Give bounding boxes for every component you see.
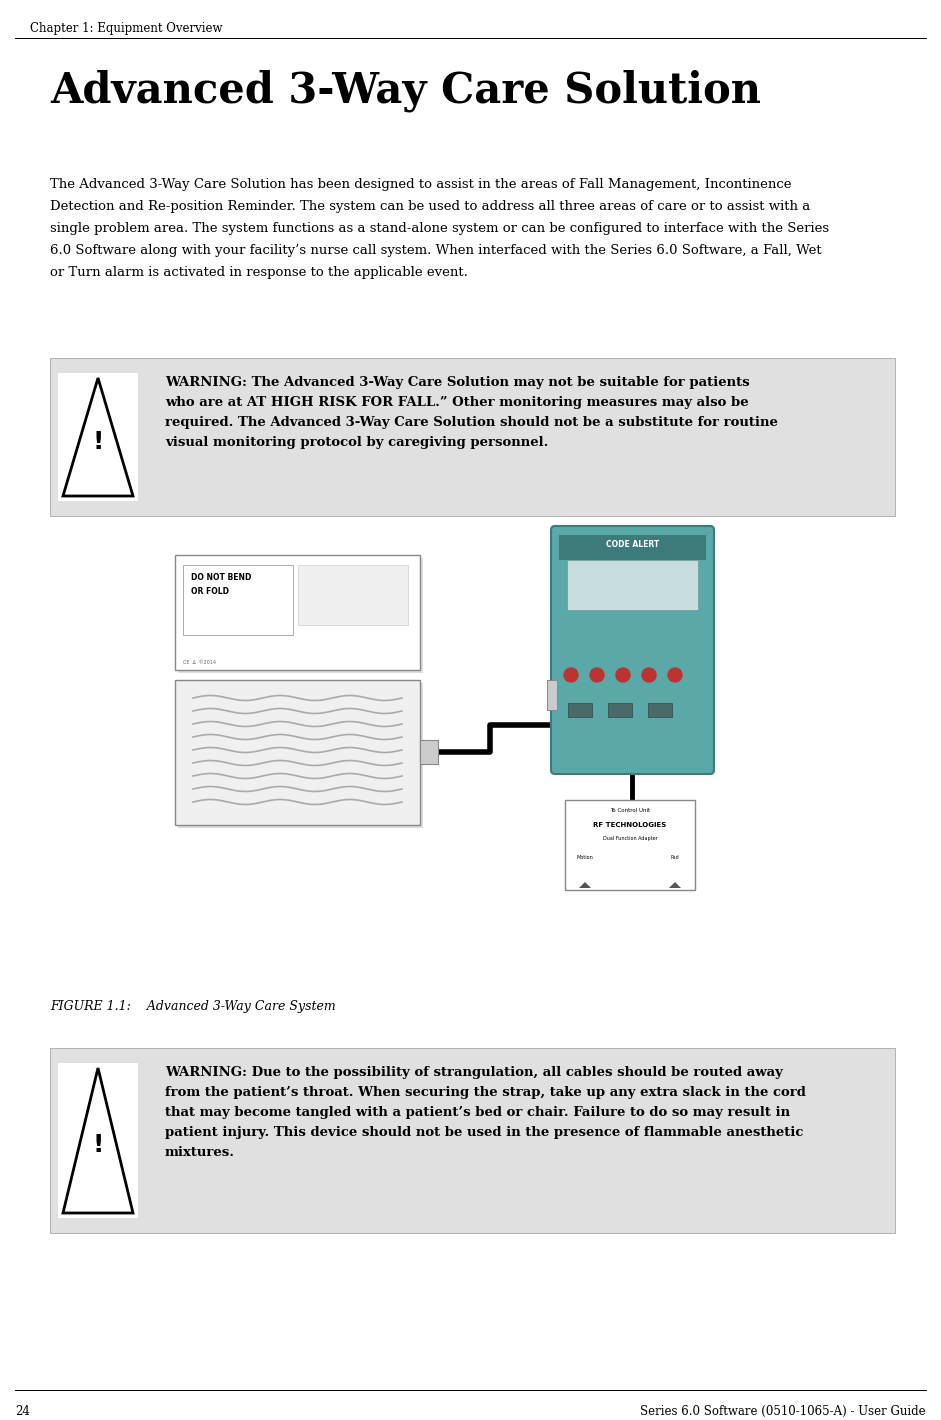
Text: who are at AT HIGH RISK FOR FALL.” Other monitoring measures may also be: who are at AT HIGH RISK FOR FALL.” Other… — [165, 396, 749, 409]
Circle shape — [590, 667, 604, 682]
FancyBboxPatch shape — [551, 525, 714, 774]
Text: WARNING: The Advanced 3-Way Care Solution may not be suitable for patients: WARNING: The Advanced 3-Way Care Solutio… — [165, 376, 750, 389]
Text: mixtures.: mixtures. — [165, 1146, 235, 1159]
Polygon shape — [63, 1068, 133, 1213]
Bar — [567, 559, 698, 611]
Bar — [178, 683, 423, 828]
Text: Advanced 3-Way Care Solution: Advanced 3-Way Care Solution — [50, 70, 761, 112]
Bar — [178, 558, 423, 673]
Bar — [648, 703, 672, 717]
Text: Chapter 1: Equipment Overview: Chapter 1: Equipment Overview — [30, 21, 222, 36]
Text: single problem area. The system functions as a stand-alone system or can be conf: single problem area. The system function… — [50, 222, 829, 234]
Text: To Control Unit: To Control Unit — [610, 808, 650, 814]
Text: CODE ALERT: CODE ALERT — [606, 540, 659, 550]
Bar — [559, 535, 706, 559]
Bar — [175, 680, 420, 825]
Text: required. The Advanced 3-Way Care Solution should not be a substitute for routin: required. The Advanced 3-Way Care Soluti… — [165, 416, 778, 429]
Bar — [565, 799, 695, 890]
Text: 24: 24 — [15, 1404, 30, 1419]
Bar — [547, 680, 557, 710]
Text: Pad: Pad — [671, 855, 679, 861]
Circle shape — [642, 667, 656, 682]
Text: patient injury. This device should not be used in the presence of flammable anes: patient injury. This device should not b… — [165, 1126, 804, 1139]
Polygon shape — [669, 882, 681, 888]
Text: from the patient’s throat. When securing the strap, take up any extra slack in t: from the patient’s throat. When securing… — [165, 1086, 805, 1099]
Circle shape — [668, 667, 682, 682]
Polygon shape — [579, 882, 591, 888]
Text: WARNING: Due to the possibility of strangulation, all cables should be routed aw: WARNING: Due to the possibility of stran… — [165, 1066, 783, 1079]
Text: DO NOT BEND: DO NOT BEND — [191, 574, 251, 582]
Bar — [608, 703, 632, 717]
Text: Dual Function Adapter: Dual Function Adapter — [602, 836, 658, 841]
Bar — [175, 555, 420, 670]
Bar — [58, 373, 138, 501]
Bar — [58, 1064, 138, 1218]
Bar — [50, 358, 895, 515]
Text: !: ! — [92, 430, 104, 454]
Text: visual monitoring protocol by caregiving personnel.: visual monitoring protocol by caregiving… — [165, 436, 549, 449]
Text: The Advanced 3-Way Care Solution has been designed to assist in the areas of Fal: The Advanced 3-Way Care Solution has bee… — [50, 178, 791, 192]
Text: Series 6.0 Software (0510-1065-A) - User Guide: Series 6.0 Software (0510-1065-A) - User… — [641, 1404, 926, 1419]
Text: Motion: Motion — [577, 855, 594, 861]
Circle shape — [616, 667, 630, 682]
Bar — [298, 565, 408, 625]
Text: CE  ∆  ©2014: CE ∆ ©2014 — [183, 660, 216, 665]
Text: RF TECHNOLOGIES: RF TECHNOLOGIES — [594, 822, 666, 828]
Text: !: ! — [92, 1133, 104, 1157]
Bar — [420, 740, 438, 764]
Text: OR FOLD: OR FOLD — [191, 586, 229, 596]
Bar — [183, 565, 293, 635]
Bar — [568, 703, 592, 717]
Text: or Turn alarm is activated in response to the applicable event.: or Turn alarm is activated in response t… — [50, 266, 468, 278]
Text: FIGURE 1.1:    Advanced 3-Way Care System: FIGURE 1.1: Advanced 3-Way Care System — [50, 1000, 336, 1012]
Text: 6.0 Software along with your facility’s nurse call system. When interfaced with : 6.0 Software along with your facility’s … — [50, 244, 821, 257]
Polygon shape — [63, 378, 133, 496]
Text: that may become tangled with a patient’s bed or chair. Failure to do so may resu: that may become tangled with a patient’s… — [165, 1106, 790, 1119]
Bar — [50, 1048, 895, 1233]
Text: Detection and Re-position Reminder. The system can be used to address all three : Detection and Re-position Reminder. The … — [50, 200, 810, 213]
Circle shape — [564, 667, 578, 682]
